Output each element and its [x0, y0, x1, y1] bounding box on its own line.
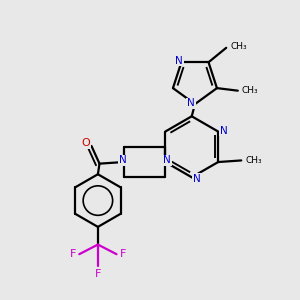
Text: CH₃: CH₃ [242, 86, 258, 95]
Text: F: F [95, 269, 101, 279]
Text: N: N [193, 174, 201, 184]
Text: F: F [120, 249, 126, 259]
Text: N: N [119, 155, 127, 165]
Text: CH₃: CH₃ [230, 42, 247, 51]
Text: O: O [81, 138, 90, 148]
Text: N: N [163, 155, 171, 165]
Text: N: N [187, 98, 195, 108]
Text: N: N [220, 126, 228, 136]
Text: N: N [175, 56, 183, 66]
Text: CH₃: CH₃ [245, 156, 262, 165]
Text: F: F [70, 249, 76, 259]
